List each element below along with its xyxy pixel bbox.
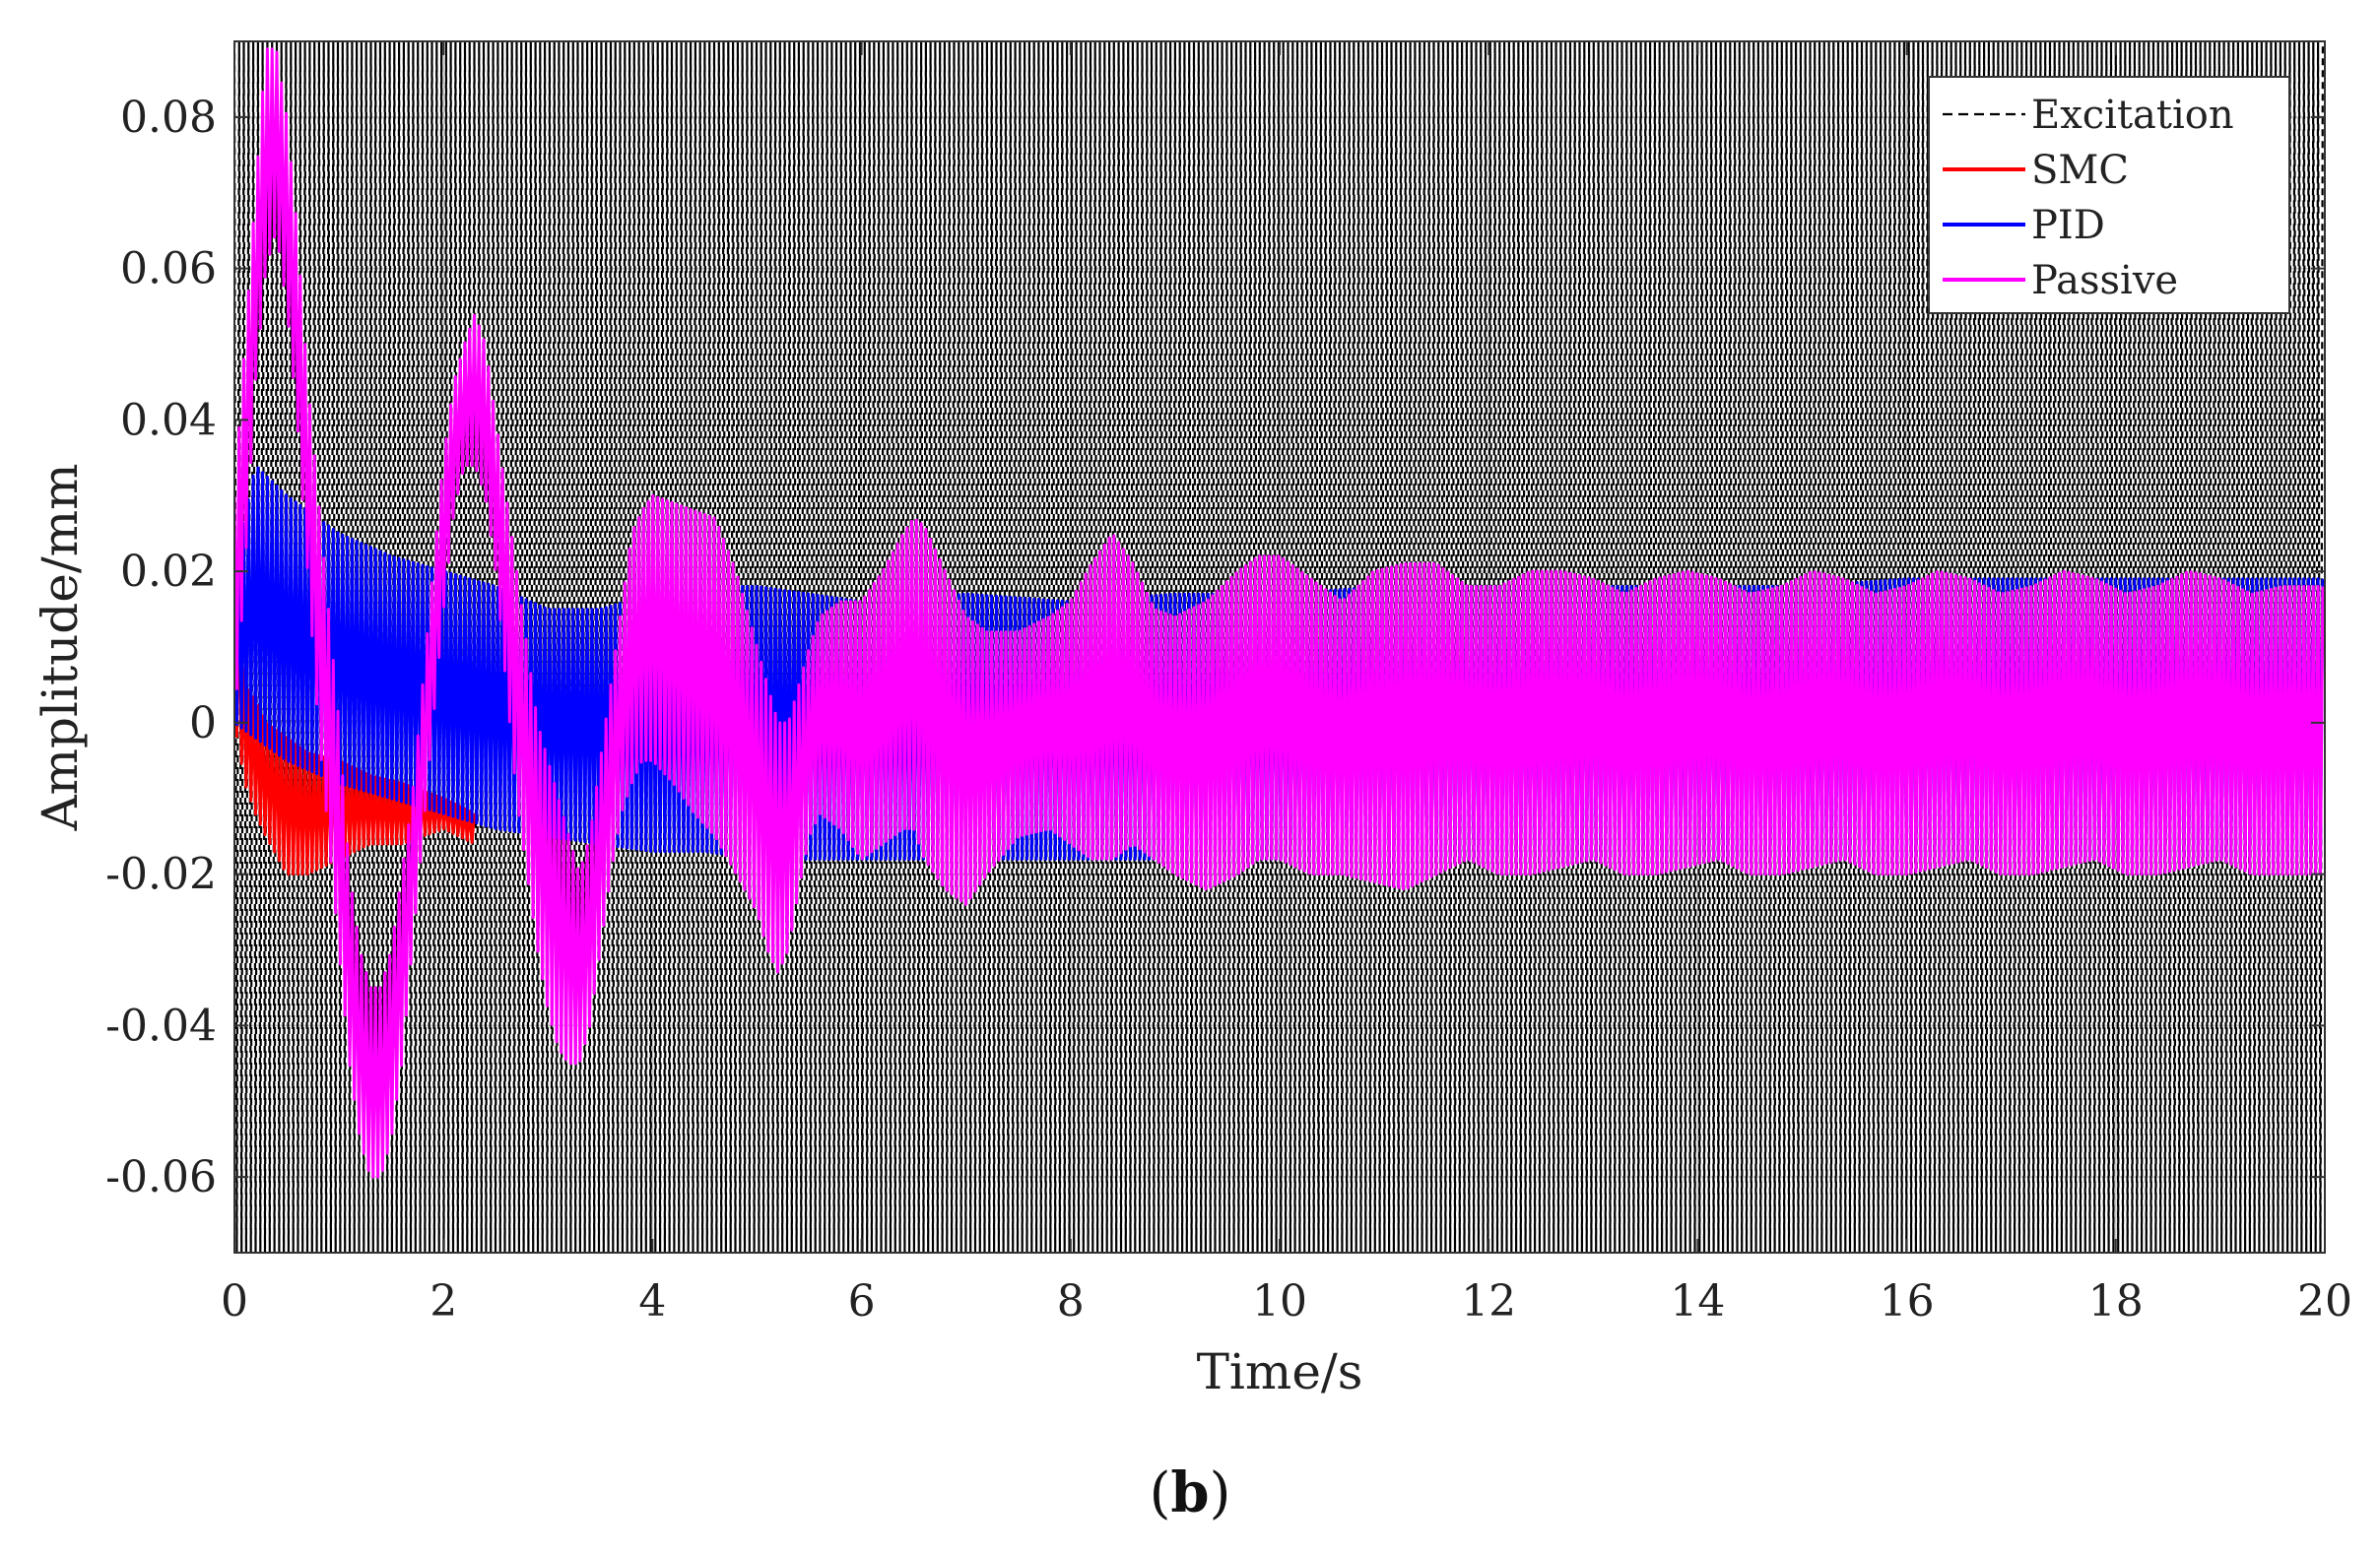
x-tick-label: 12 (1461, 1276, 1516, 1327)
figure-caption: (b) (1150, 1460, 1231, 1525)
x-tick-label: 2 (430, 1276, 457, 1327)
x-tick-label: 20 (2297, 1276, 2352, 1327)
caption-close-paren: ) (1210, 1461, 1231, 1525)
y-tick-label: 0 (189, 698, 217, 748)
y-tick-label: -0.06 (105, 1152, 217, 1202)
x-tick-label: 6 (848, 1276, 876, 1327)
series-line-smc (234, 533, 476, 876)
legend-label-pid: PID (2031, 203, 2105, 248)
x-axis-ticks: 0 2 4 6 8 10 12 14 16 18 20 (221, 41, 2352, 1327)
y-axis-ticks: -0.06 -0.04 -0.02 0 0.02 0.04 0.06 0.08 (105, 93, 2325, 1202)
series-line-passive (234, 47, 2325, 1179)
y-tick-label: -0.02 (105, 850, 217, 900)
legend-label-passive: Passive (2031, 258, 2178, 303)
x-tick-label: 18 (2088, 1276, 2144, 1327)
legend-label-smc: SMC (2031, 148, 2129, 193)
caption-open-paren: ( (1150, 1461, 1171, 1525)
y-tick-label: 0.06 (120, 244, 217, 294)
legend-label-excitation: Excitation (2031, 93, 2234, 138)
y-axis-label: Amplitude/mm (32, 463, 89, 831)
series-layer (234, 41, 2325, 1253)
legend-box (1928, 76, 2290, 314)
x-tick-label: 10 (1252, 1276, 1307, 1327)
x-tick-label: 16 (1880, 1276, 1935, 1327)
x-tick-label: 4 (638, 1276, 666, 1327)
y-tick-label: 0.02 (120, 547, 217, 597)
x-axis-label: Time/s (1197, 1343, 1363, 1400)
x-tick-label: 8 (1057, 1276, 1085, 1327)
x-tick-label: 0 (221, 1276, 248, 1327)
y-tick-label: 0.04 (120, 395, 217, 445)
x-tick-label: 14 (1670, 1276, 1725, 1327)
caption-letter: b (1170, 1460, 1209, 1525)
legend: Excitation SMC PID Passive (1928, 76, 2290, 314)
y-tick-label: 0.08 (120, 93, 217, 143)
y-tick-label: -0.04 (105, 1001, 217, 1051)
